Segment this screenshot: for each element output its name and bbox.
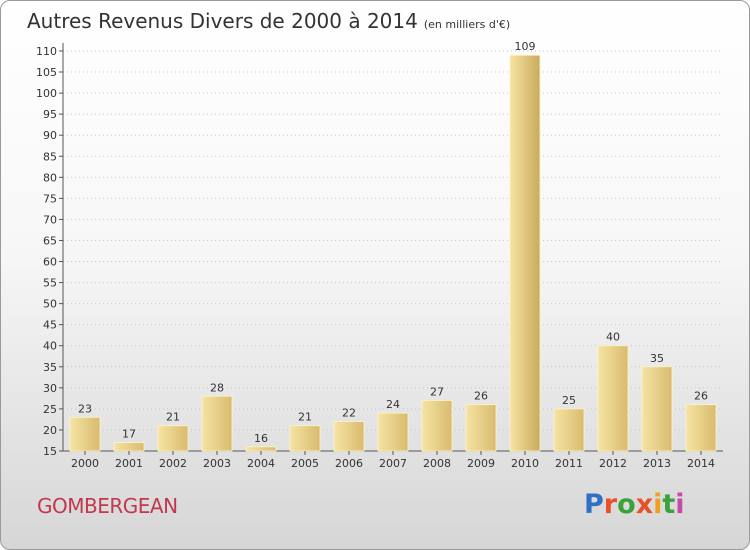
data-label-2010: 109 [515,40,536,53]
y-tick-label: 30 [43,382,57,395]
y-tick-label: 35 [43,361,57,374]
bar-2011 [553,408,585,452]
bar-2005 [289,425,321,452]
x-tick-label-2010: 2010 [511,457,539,470]
data-label-2008: 27 [430,385,444,398]
x-tick-label-2000: 2000 [71,457,99,470]
y-tick-label: 60 [43,256,57,269]
chart-title-text: Autres Revenus Divers de 2000 à 2014 [27,9,418,33]
logo-letter: x [635,489,654,520]
chart-title: Autres Revenus Divers de 2000 à 2014 (en … [27,9,510,33]
logo-letter: o [617,489,636,520]
bar-2006 [333,421,365,452]
bar-2007 [377,412,409,452]
x-tick-label-2011: 2011 [555,457,583,470]
y-tick-label: 20 [43,424,57,437]
x-tick-label-2003: 2003 [203,457,231,470]
bar-2000 [69,416,101,452]
data-label-2006: 22 [342,407,356,420]
x-tick-label-2014: 2014 [687,457,715,470]
bar-2009 [465,404,497,452]
y-tick-label: 75 [43,192,57,205]
bar-2013 [641,366,673,452]
logo-letter: P [584,489,604,520]
y-tick-label: 15 [43,445,57,458]
logo-letter: i [675,489,685,520]
chart-unit: (en milliers d'€) [423,18,511,31]
y-tick-label: 80 [43,171,57,184]
x-tick-label-2008: 2008 [423,457,451,470]
y-tick-label: 100 [36,87,57,100]
logo-letter: r [603,489,618,520]
data-label-2005: 21 [298,411,312,424]
bar-2003 [201,395,233,452]
proxiti-logo: Proxiti [584,489,685,520]
bar-2010 [509,54,541,452]
y-tick-label: 90 [43,129,57,142]
x-tick-label-2007: 2007 [379,457,407,470]
data-label-2000: 23 [78,402,92,415]
x-tick-label-2004: 2004 [247,457,275,470]
data-label-2013: 35 [650,352,664,365]
x-tick-label-2012: 2012 [599,457,627,470]
y-tick-label: 110 [36,45,57,58]
y-tick-label: 45 [43,319,57,332]
data-label-2004: 16 [254,432,268,445]
bar-2001 [113,442,145,452]
y-tick-label: 50 [43,298,57,311]
x-tick-label-2001: 2001 [115,457,143,470]
data-label-2009: 26 [474,390,488,403]
y-tick-label: 40 [43,340,57,353]
bar-2012 [597,345,629,452]
bar-2014 [685,404,717,452]
x-tick-label-2013: 2013 [643,457,671,470]
data-label-2003: 28 [210,381,224,394]
y-tick-label: 70 [43,213,57,226]
place-name: GOMBERGEAN [37,494,178,518]
data-label-2011: 25 [562,394,576,407]
y-tick-label: 25 [43,403,57,416]
data-label-2001: 17 [122,428,136,441]
bar-2008 [421,400,453,452]
y-tick-label: 65 [43,234,57,247]
data-label-2014: 26 [694,390,708,403]
x-tick-label-2002: 2002 [159,457,187,470]
x-tick-label-2005: 2005 [291,457,319,470]
logo-letter: t [662,489,676,520]
data-label-2002: 21 [166,411,180,424]
y-tick-label: 55 [43,277,57,290]
bar-2002 [157,425,189,452]
y-tick-label: 95 [43,108,57,121]
logo-letter: i [653,489,663,520]
y-tick-label: 105 [36,66,57,79]
x-tick-label-2006: 2006 [335,457,363,470]
y-tick-label: 85 [43,150,57,163]
bar-2004 [245,446,277,452]
x-tick-label-2009: 2009 [467,457,495,470]
data-label-2007: 24 [386,398,400,411]
data-label-2012: 40 [606,331,620,344]
